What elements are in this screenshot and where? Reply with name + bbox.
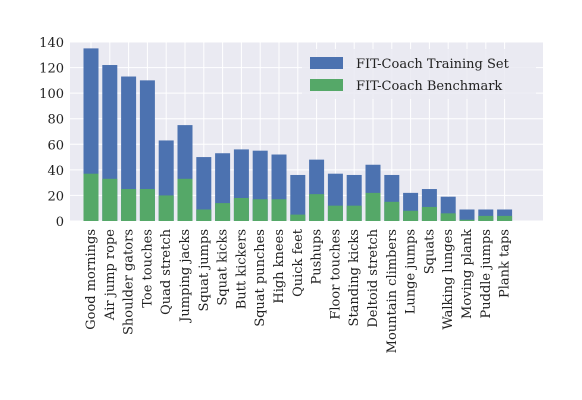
legend-swatch [310,79,343,91]
legend-swatch [310,57,343,69]
benchmark-bar [139,189,155,221]
benchmark-bar [158,195,174,221]
x-category-label: Squat jumps [197,229,212,311]
benchmark-bar [309,194,325,221]
benchmark-bar [83,173,99,221]
x-category-label: Pushups [310,229,325,285]
benchmark-bar [271,199,287,221]
benchmark-bar [403,210,419,221]
x-category-label: Butt kickers [234,229,249,309]
x-category-label: Plank taps [498,229,513,298]
benchmark-bar [421,206,437,221]
x-category-label: Good mornings [84,229,99,330]
training-set-bar [290,174,306,221]
benchmark-bar [440,213,456,221]
legend-label: FIT-Coach Benchmark [356,79,502,94]
x-category-label: Deltoid stretch [366,228,381,327]
benchmark-bar [327,205,343,221]
benchmark-bar [478,215,494,221]
benchmark-bar [290,214,306,221]
x-category-label: Jumping jacks [178,229,193,324]
training-set-bar [196,157,212,221]
x-category-label: Shoulder gators [122,229,137,335]
benchmark-bar [459,219,475,221]
y-tick-label: 40 [47,164,64,179]
training-set-bar [139,80,155,221]
benchmark-bar [252,199,268,221]
x-category-label: Quick feet [291,228,306,297]
benchmark-bar [196,209,212,221]
x-category-label: High knees [272,229,287,304]
benchmark-bar [497,215,513,221]
y-tick-label: 80 [47,113,64,128]
x-category-label: Puddle jumps [479,229,494,318]
x-category-label: Moving plank [460,229,475,319]
legend: FIT-Coach Training Set FIT-Coach Benchmar… [302,49,536,99]
x-category-label: Lunge jumps [404,229,419,314]
training-set-bar [459,209,475,221]
benchmark-bar [177,178,193,221]
x-category-label: Mountain climbers [385,229,400,353]
x-category-label: Walking lunges [441,229,456,330]
benchmark-bar [384,201,400,221]
benchmark-bar [121,189,137,221]
x-category-label: Squat punches [253,229,268,327]
benchmark-bar [365,192,381,221]
y-tick-label: 0 [56,215,64,230]
benchmark-bar [215,203,231,221]
legend-box [302,49,536,99]
y-tick-label: 100 [39,87,64,102]
x-category-label: Quad stretch [159,228,174,315]
y-tick-label: 120 [39,62,64,77]
y-tick-label: 60 [47,138,64,153]
x-category-label: Standing kicks [347,229,362,326]
y-tick-label: 140 [39,36,64,51]
x-category-label: Squat kicks [216,229,231,306]
y-axis-ticks: 0 20 40 60 80 100 120 140 [39,36,64,230]
benchmark-bars [83,173,513,221]
x-category-label: Floor touches [328,229,343,320]
benchmark-bar [233,197,249,221]
x-category-label: Squats [422,229,437,274]
x-category-label: Air jump rope [103,229,118,321]
x-category-label: Toe touches [140,229,155,308]
benchmark-bar [102,178,118,221]
legend-label: FIT-Coach Training Set [356,57,510,72]
training-set-bar [497,209,513,221]
training-set-bar [121,76,137,222]
training-set-bar [478,209,494,221]
benchmark-bar [346,205,362,221]
x-axis-category-labels: Good mornings Air jump rope Shoulder gator… [84,228,513,353]
y-tick-label: 20 [47,189,64,204]
